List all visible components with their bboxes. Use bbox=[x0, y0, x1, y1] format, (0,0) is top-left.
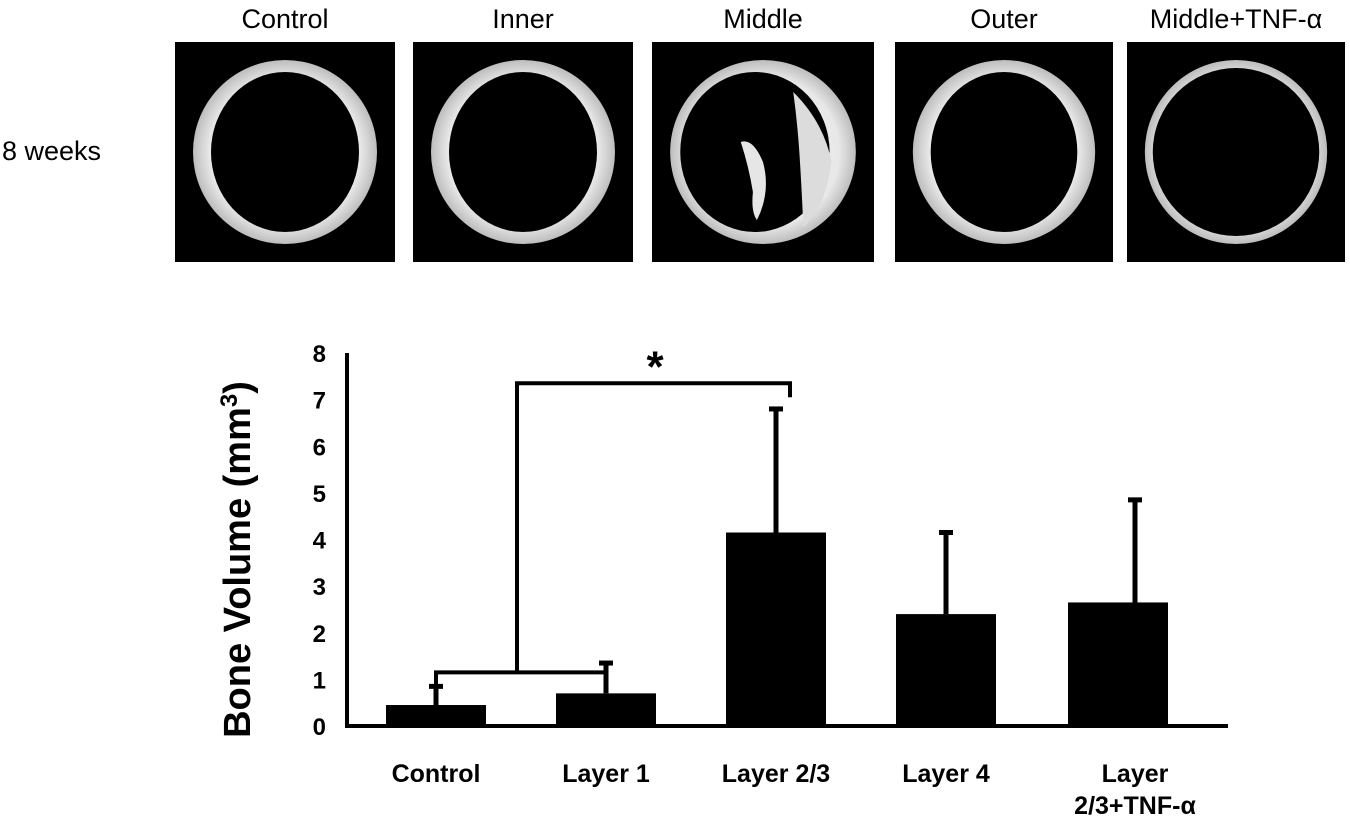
x-tick-label: Layer 2/3 bbox=[722, 760, 830, 788]
significance-bracket bbox=[515, 381, 792, 673]
panel-label: Control bbox=[241, 4, 329, 34]
x-tick-label: Layer 1 bbox=[562, 760, 650, 788]
bone-volume-bar-chart: 0 1 2 3 4 5 6 7 8 Bone Volume (mm3) Control Layer 1… bbox=[216, 341, 1228, 820]
significance-marker: * bbox=[646, 342, 664, 391]
x-tick-label: Layer 4 bbox=[902, 760, 990, 788]
bar bbox=[386, 705, 486, 726]
y-tick-label: 7 bbox=[313, 388, 326, 415]
significance-bracket bbox=[434, 670, 608, 687]
panel-label: Outer bbox=[970, 4, 1038, 34]
microct-scan-image bbox=[413, 42, 633, 262]
microct-scan-image bbox=[175, 42, 395, 262]
y-tick-label: 3 bbox=[313, 574, 326, 601]
y-tick-label: 1 bbox=[313, 667, 326, 694]
defect-void bbox=[211, 72, 359, 232]
x-tick-label: Control bbox=[392, 760, 481, 788]
y-axis-label: Bone Volume (mm3) bbox=[216, 381, 260, 738]
bar bbox=[896, 614, 996, 726]
bone-fragment bbox=[793, 92, 832, 227]
bar bbox=[556, 693, 656, 726]
time-point-label: 8 weeks bbox=[2, 136, 102, 166]
microct-scan-image bbox=[895, 42, 1113, 262]
y-tick-label: 2 bbox=[313, 621, 326, 648]
x-tick-label: 2/3+TNF-α bbox=[1074, 792, 1196, 820]
panel-label: Middle bbox=[723, 4, 803, 34]
microct-scan-image bbox=[1127, 42, 1345, 262]
microct-scan-image bbox=[652, 42, 874, 262]
defect-void bbox=[930, 72, 1078, 232]
panel-label: Middle+TNF-α bbox=[1149, 4, 1323, 34]
panel-label: Inner bbox=[492, 4, 554, 34]
y-tick-label: 4 bbox=[313, 528, 327, 555]
y-tick-label: 6 bbox=[313, 434, 326, 461]
defect-void bbox=[449, 72, 597, 232]
defect-void bbox=[1152, 68, 1320, 236]
bar bbox=[726, 532, 826, 726]
y-tick-label: 8 bbox=[313, 341, 326, 368]
y-tick-label: 0 bbox=[313, 714, 326, 741]
y-tick-label: 5 bbox=[313, 481, 326, 508]
bar bbox=[1068, 602, 1168, 726]
x-tick-label: Layer bbox=[1102, 760, 1169, 788]
bone-fragment bbox=[740, 141, 766, 220]
